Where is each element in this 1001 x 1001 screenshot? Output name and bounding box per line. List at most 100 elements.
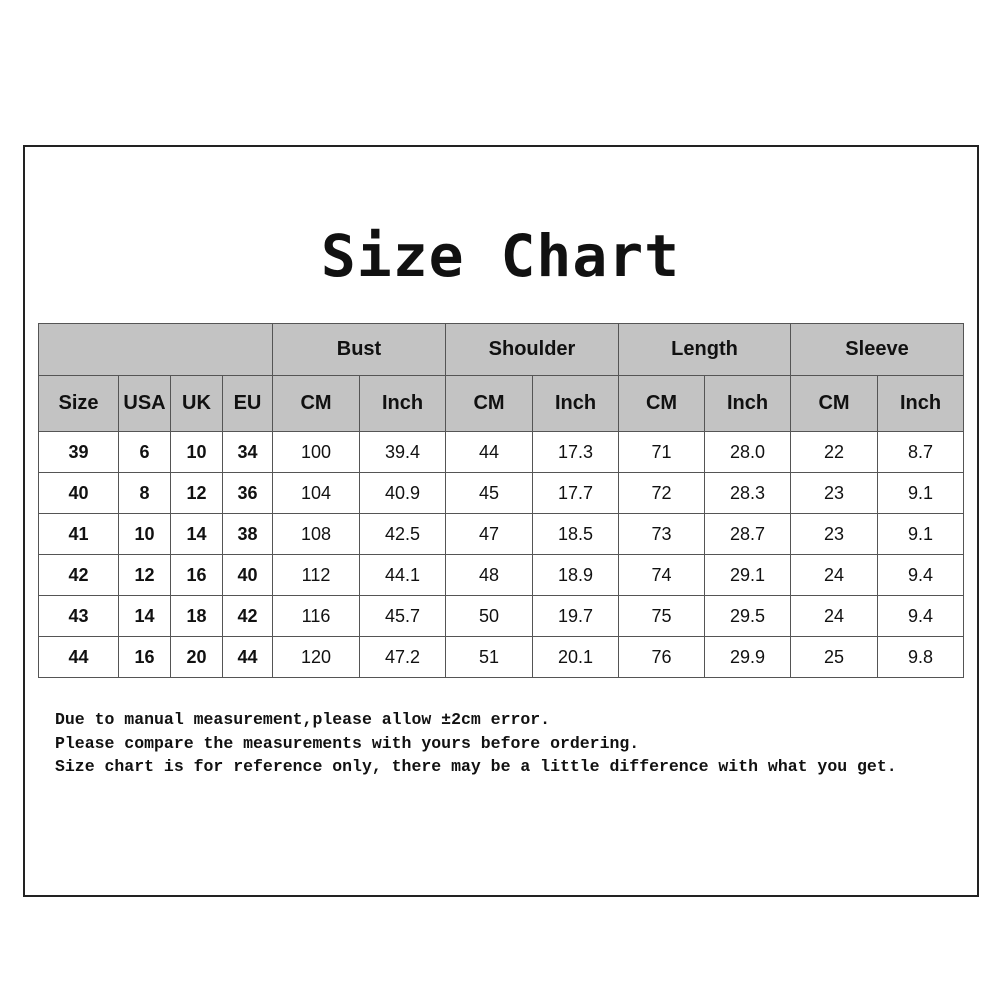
table-row: 44 16 20 44 120 47.2 51 20.1 76 29.9 25 9.8 xyxy=(38,636,964,678)
table-cell: 45 xyxy=(445,472,533,514)
notes: Due to manual measurement,please allow ±… xyxy=(55,708,897,779)
table-cell: 22 xyxy=(790,431,878,473)
table-cell: 20.1 xyxy=(532,636,619,678)
table-cell: 51 xyxy=(445,636,533,678)
table-cell: 29.5 xyxy=(704,595,791,637)
table-cell: 44 xyxy=(222,636,273,678)
header-unit-inch: Inch xyxy=(359,375,446,432)
table-cell: 24 xyxy=(790,595,878,637)
table-cell: 17.3 xyxy=(532,431,619,473)
table-cell: 9.4 xyxy=(877,554,964,596)
table-cell: 76 xyxy=(618,636,705,678)
header-group-sleeve: Sleeve xyxy=(790,323,964,376)
table-cell: 74 xyxy=(618,554,705,596)
table-cell: 112 xyxy=(272,554,360,596)
table-cell: 14 xyxy=(170,513,223,555)
table-cell: 28.3 xyxy=(704,472,791,514)
table-cell: 18.9 xyxy=(532,554,619,596)
header-group-length: Length xyxy=(618,323,791,376)
table-cell: 73 xyxy=(618,513,705,555)
table-cell: 72 xyxy=(618,472,705,514)
header-usa: USA xyxy=(118,375,171,432)
note-line: Due to manual measurement,please allow ±… xyxy=(55,710,551,729)
table-cell: 44.1 xyxy=(359,554,446,596)
table-cell: 45.7 xyxy=(359,595,446,637)
table-cell: 9.4 xyxy=(877,595,964,637)
header-unit-cm: CM xyxy=(272,375,360,432)
table-cell: 29.9 xyxy=(704,636,791,678)
table-cell: 18 xyxy=(170,595,223,637)
header-group-bust: Bust xyxy=(272,323,446,376)
table-cell: 18.5 xyxy=(532,513,619,555)
table-cell: 50 xyxy=(445,595,533,637)
note-line: Please compare the measurements with you… xyxy=(55,733,640,753)
table-row: 43 14 18 42 116 45.7 50 19.7 75 29.5 24 9.4 xyxy=(38,595,964,637)
header-unit-inch: Inch xyxy=(877,375,964,432)
table-cell: 25 xyxy=(790,636,878,678)
table-cell: 14 xyxy=(118,595,171,637)
header-unit-cm: CM xyxy=(445,375,533,432)
note-line: Size chart is for reference only, there … xyxy=(55,757,897,776)
table-cell: 8 xyxy=(118,472,171,514)
table-cell: 10 xyxy=(118,513,171,555)
table-cell: 40.9 xyxy=(359,472,446,514)
table-cell: 39.4 xyxy=(359,431,446,473)
header-size: Size xyxy=(38,375,119,432)
size-table: Bust Shoulder Length Sleeve Size USA UK EU CM Inc… xyxy=(38,323,964,678)
table-cell: 108 xyxy=(272,513,360,555)
table-cell: 116 xyxy=(272,595,360,637)
table-cell: 120 xyxy=(272,636,360,678)
table-cell: 16 xyxy=(170,554,223,596)
table-cell: 24 xyxy=(790,554,878,596)
table-cell: 16 xyxy=(118,636,171,678)
header-unit-cm: CM xyxy=(618,375,705,432)
header-unit-inch: Inch xyxy=(704,375,791,432)
table-cell: 10 xyxy=(170,431,223,473)
chart-frame xyxy=(23,145,979,897)
table-cell: 20 xyxy=(170,636,223,678)
table-cell: 43 xyxy=(38,595,119,637)
table-cell: 44 xyxy=(38,636,119,678)
table-cell: 48 xyxy=(445,554,533,596)
header-eu: EU xyxy=(222,375,273,432)
table-cell: 40 xyxy=(222,554,273,596)
table-cell: 19.7 xyxy=(532,595,619,637)
table-cell: 40 xyxy=(38,472,119,514)
table-cell: 8.7 xyxy=(877,431,964,473)
header-unit-cm: CM xyxy=(790,375,878,432)
table-cell: 28.7 xyxy=(704,513,791,555)
table-cell: 34 xyxy=(222,431,273,473)
page-title: Size Chart xyxy=(320,222,681,290)
header-group-shoulder: Shoulder xyxy=(445,323,619,376)
table-cell: 28.0 xyxy=(704,431,791,473)
header-row-groups: Bust Shoulder Length Sleeve xyxy=(38,323,964,376)
table-row: 41 10 14 38 108 42.5 47 18.5 73 28.7 23 9.1 xyxy=(38,513,964,555)
table-cell: 41 xyxy=(38,513,119,555)
table-cell: 44 xyxy=(445,431,533,473)
header-blank xyxy=(38,323,273,376)
table-cell: 17.7 xyxy=(532,472,619,514)
table-cell: 9.1 xyxy=(877,472,964,514)
table-cell: 12 xyxy=(118,554,171,596)
header-uk: UK xyxy=(170,375,223,432)
table-cell: 47 xyxy=(445,513,533,555)
table-row: 42 12 16 40 112 44.1 48 18.9 74 29.1 24 9.4 xyxy=(38,554,964,596)
table-cell: 12 xyxy=(170,472,223,514)
header-unit-inch: Inch xyxy=(532,375,619,432)
table-cell: 47.2 xyxy=(359,636,446,678)
table-cell: 42.5 xyxy=(359,513,446,555)
table-cell: 9.8 xyxy=(877,636,964,678)
table-cell: 71 xyxy=(618,431,705,473)
table-cell: 23 xyxy=(790,472,878,514)
table-cell: 38 xyxy=(222,513,273,555)
table-row: 39 6 10 34 100 39.4 44 17.3 71 28.0 22 8.7 xyxy=(38,431,964,473)
table-cell: 6 xyxy=(118,431,171,473)
table-row: 40 8 12 36 104 40.9 45 17.7 72 28.3 23 9.1 xyxy=(38,472,964,514)
table-cell: 104 xyxy=(272,472,360,514)
table-cell: 42 xyxy=(222,595,273,637)
table-cell: 36 xyxy=(222,472,273,514)
table-cell: 9.1 xyxy=(877,513,964,555)
table-cell: 100 xyxy=(272,431,360,473)
table-cell: 42 xyxy=(38,554,119,596)
table-cell: 39 xyxy=(38,431,119,473)
